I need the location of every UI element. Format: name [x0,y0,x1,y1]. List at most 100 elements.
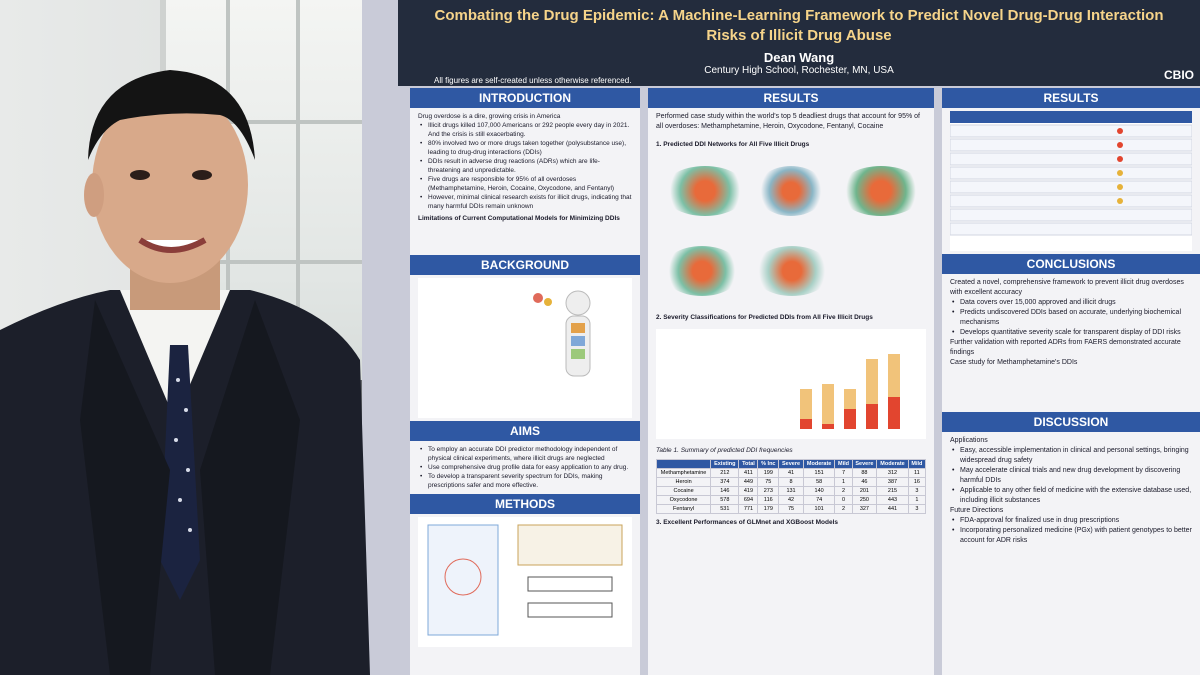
table-caption: Table 1. Summary of predicted DDI freque… [656,447,793,454]
table-cell: 443 [876,495,909,505]
table-body: Methamphetamine 212 411 199 41 151 7 88 312 11 Her… [655,468,927,514]
limits-title: Limitations of Current Computational Mod… [418,215,620,222]
table-cell: 327 [851,504,878,514]
body-diagram [533,290,591,377]
results-fig1-title: 1. Predicted DDI Networks for All Five I… [656,141,810,148]
poster-title: Combating the Drug Epidemic: A Machine-L… [434,7,1164,44]
table-cell: 146 [710,486,740,496]
table-cell: 46 [851,477,878,487]
conclusion-line: Case study for Methamphetamine's DDIs [950,359,1078,366]
discussion-line: Incorporating personalized medicine (PGx… [950,526,1192,546]
background-figure [418,278,632,418]
results-intro: Performed case study within the world's … [656,113,920,130]
conclusion-line: Created a novel, comprehensive framework… [950,279,1184,296]
aims-text: To employ an accurate DDI predictor meth… [410,441,640,494]
intro-line: Five drugs are responsible for 95% of al… [418,175,632,193]
table-row: Cocaine 146 419 273 131 140 2 201 215 3 [655,486,927,496]
network-methamphetamine [662,166,748,216]
table-cell: 694 [738,495,759,505]
conclusion-line: Further validation with reported ADRs fr… [950,339,1181,356]
table-cell: 16 [907,477,927,487]
poster-column-2: RESULTS Performed case study within the … [648,88,934,675]
ddi-networks-figure [656,156,926,306]
bar-severe [822,424,834,429]
table-cell: 3 [907,486,927,496]
table-header-cell: Mild [907,459,927,469]
table-cell: Fentanyl [655,504,712,514]
poster-logo: CBIO [1164,68,1194,82]
table-row: Fentanyl 531 771 179 75 101 2 327 441 3 [655,504,927,514]
section-background: BACKGROUND [410,255,640,275]
intro-line: DDIs result in adverse drug reactions (A… [418,157,632,175]
bar-severe [844,409,856,429]
table-cell: 212 [710,468,740,478]
table-cell: 250 [851,495,878,505]
table-cell: 42 [778,495,804,505]
poster-author: Dean Wang [763,50,835,65]
poster-affiliation: Century High School, Rochester, MN, USA [704,65,894,76]
results-table-2 [949,111,1193,251]
ddi-table: Existing Total% Inc Severe Moderate Mild Seve… [655,459,927,514]
table-cell: 151 [802,468,836,478]
table-cell: 131 [778,486,804,496]
table-header-cell: Moderate [802,459,836,469]
table-header-cell: Severe [851,459,878,469]
poster-note: All figures are self-created unless othe… [434,76,632,85]
aims-line: Use comprehensive drug profile data for … [418,463,632,472]
table-cell: Methamphetamine [655,468,712,478]
poster-header: Combating the Drug Epidemic: A Machine-L… [398,0,1200,86]
research-poster: Combating the Drug Epidemic: A Machine-L… [362,0,1200,675]
table-cell: 1 [907,495,927,505]
table-cell: 75 [757,477,780,487]
intro-text: Drug overdose is a dire, growing crisis … [410,108,640,227]
conclusions-text: Created a novel, comprehensive framework… [942,274,1200,372]
results-fig3-title: 3. Excellent Performances of GLMnet and … [656,519,839,526]
table-cell: 374 [710,477,740,487]
table-cell: 273 [757,486,780,496]
table-cell: 75 [778,504,804,514]
table-cell: 201 [851,486,878,496]
aims-line: To develop a transparent severity spectr… [418,472,632,490]
poster-column-3: RESULTS CONCLUSIONS Created a novel, com [942,88,1200,675]
table-cell: 116 [757,495,780,505]
table-cell: 11 [907,468,927,478]
conclusion-line: Predicts undiscovered DDIs based on accu… [950,308,1192,328]
table-cell: 312 [876,468,909,478]
table-cell: Heroin [655,477,712,487]
table-row: Methamphetamine 212 411 199 41 151 7 88 312 11 [655,468,927,478]
bar-severe [866,404,878,429]
discussion-line: FDA-approval for finalized use in drug p… [950,516,1192,526]
methods-flowchart [418,517,632,647]
table-cell: 215 [876,486,909,496]
intro-line: 80% involved two or more drugs taken tog… [418,139,632,157]
table-cell: 179 [757,504,780,514]
table-cell: 2 [834,486,853,496]
network-fentanyl [662,246,742,296]
ddi-table-wrap: Existing Total% Inc Severe Moderate Mild Seve… [655,459,927,514]
table-cell: 1 [834,477,853,487]
table-row: Oxycodone 578 694 116 42 74 0 250 443 1 [655,495,927,505]
person-presenter [0,70,370,675]
poster-column-1: INTRODUCTION Drug overdose is a dire, gr… [410,88,640,675]
bar-severe [800,419,812,429]
network-cocaine [752,246,832,296]
table-cell: 771 [738,504,759,514]
table-cell: 411 [738,468,759,478]
intro-line: However, minimal clinical research exist… [418,193,632,211]
table-header-cell: Total [738,459,759,469]
table-cell: 7 [834,468,853,478]
network-oxycodone [838,166,924,216]
section-introduction: INTRODUCTION [410,88,640,108]
table-cell: 387 [876,477,909,487]
section-methods: METHODS [410,494,640,514]
discussion-line: Future Directions [950,507,1004,514]
table-cell: 101 [802,504,836,514]
table-cell: Cocaine [655,486,712,496]
discussion-line: May accelerate clinical trials and new d… [950,466,1192,486]
table-header-cell: Moderate [876,459,909,469]
bar-severe [888,397,900,429]
aims-line: To employ an accurate DDI predictor meth… [418,445,632,463]
table-cell: 88 [851,468,878,478]
severity-bar-chart [656,329,926,439]
bar-heroin [822,384,834,429]
